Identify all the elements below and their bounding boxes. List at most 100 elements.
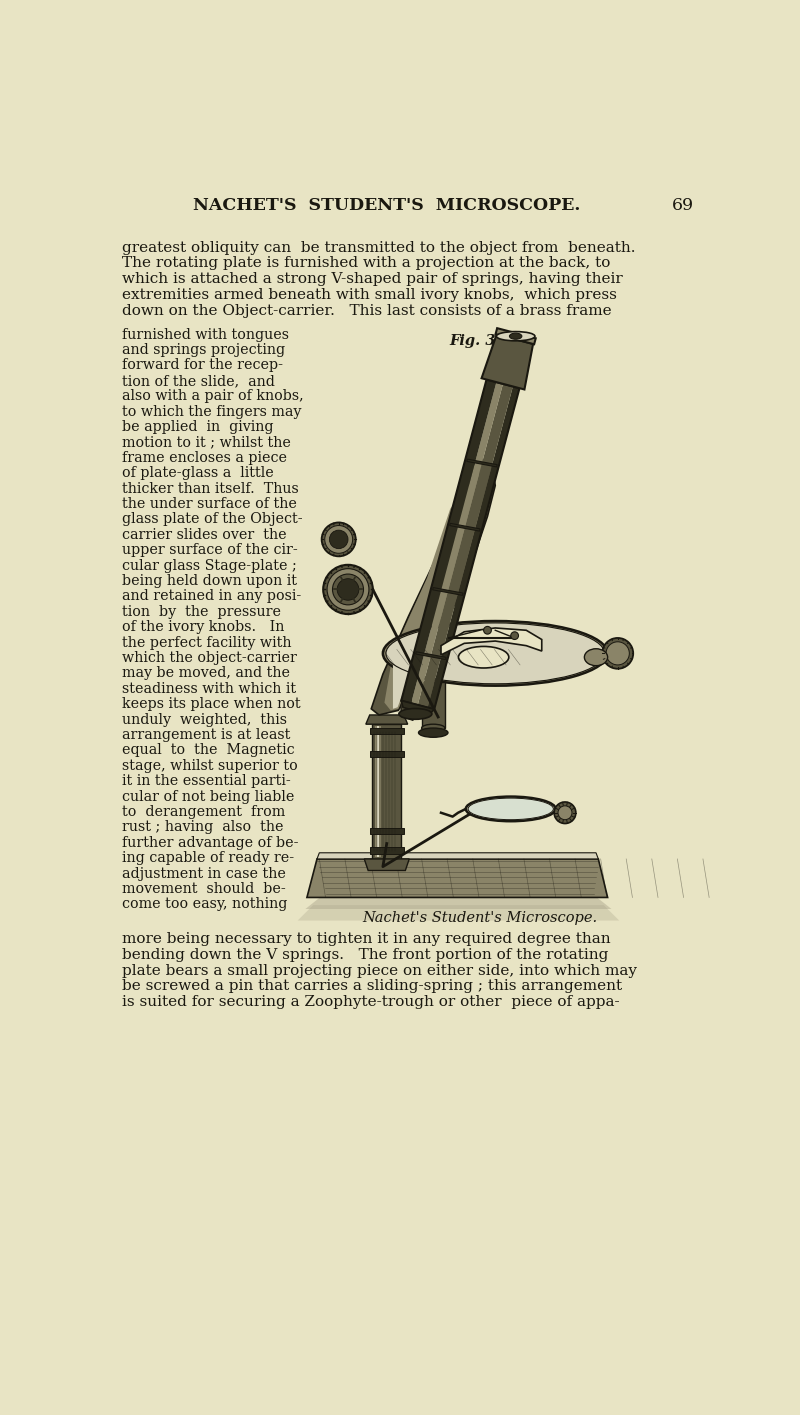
Text: NACHET'S  STUDENT'S  MICROSCOPE.: NACHET'S STUDENT'S MICROSCOPE. [193,197,581,214]
Polygon shape [416,652,446,659]
Text: arrangement is at least: arrangement is at least [122,729,290,741]
Polygon shape [398,647,413,720]
Ellipse shape [418,729,448,737]
Ellipse shape [422,724,445,732]
Text: the perfect facility with: the perfect facility with [122,635,291,649]
Text: unduly  weighted,  this: unduly weighted, this [122,713,286,727]
Bar [608,648,618,658]
Text: greatest obliquity can  be transmitted to the object from  beneath.: greatest obliquity can be transmitted to… [122,241,635,255]
Text: Fig. 37.: Fig. 37. [449,334,510,348]
Polygon shape [418,383,513,708]
Text: cular of not being liable: cular of not being liable [122,790,294,804]
Text: equal  to  the  Magnetic: equal to the Magnetic [122,743,294,757]
Polygon shape [411,382,503,705]
Text: be screwed a pin that carries a sliding-spring ; this arrangement: be screwed a pin that carries a sliding-… [122,979,622,993]
Text: 69: 69 [672,197,694,214]
Text: ing capable of ready re-: ing capable of ready re- [122,852,294,865]
Bar [370,751,404,757]
Ellipse shape [383,621,608,686]
Text: plate bears a small projecting piece on either side, into which may: plate bears a small projecting piece on … [122,964,637,978]
Text: also with a pair of knobs,: also with a pair of knobs, [122,389,303,403]
Polygon shape [466,458,498,467]
Text: tion  by  the  pressure: tion by the pressure [122,604,281,618]
Text: being held down upon it: being held down upon it [122,574,297,589]
Polygon shape [317,853,598,859]
Circle shape [325,525,353,553]
Text: of the ivory knobs.   In: of the ivory knobs. In [122,620,284,634]
Text: motion to it ; whilst the: motion to it ; whilst the [122,436,290,450]
Text: and retained in any posi-: and retained in any posi- [122,590,301,603]
Bar [370,828,404,835]
Text: movement  should  be-: movement should be- [122,882,286,896]
Text: come too easy, nothing: come too easy, nothing [122,897,287,911]
Text: carrier slides over  the: carrier slides over the [122,528,286,542]
Text: is suited for securing a Zoophyte-trough or other  piece of appa-: is suited for securing a Zoophyte-trough… [122,995,619,1009]
Polygon shape [298,906,619,921]
Text: cular glass Stage-plate ;: cular glass Stage-plate ; [122,559,297,573]
Ellipse shape [584,648,608,665]
Bar [372,724,402,859]
Ellipse shape [458,647,509,668]
Text: glass plate of the Object-: glass plate of the Object- [122,512,302,526]
Bar [370,848,404,853]
Text: and springs projecting: and springs projecting [122,342,285,357]
Polygon shape [428,386,519,709]
Text: bending down the V springs.   The front portion of the rotating: bending down the V springs. The front po… [122,948,608,962]
Circle shape [558,805,572,819]
Text: steadiness with which it: steadiness with which it [122,682,296,696]
Text: further advantage of be-: further advantage of be- [122,836,298,850]
Polygon shape [402,379,497,703]
Text: which is attached a strong V-shaped pair of springs, having their: which is attached a strong V-shaped pair… [122,272,622,286]
Circle shape [322,522,356,556]
Polygon shape [306,894,611,908]
Bar [422,682,445,729]
Circle shape [330,531,348,549]
Polygon shape [385,474,486,710]
Polygon shape [366,715,408,724]
Text: extremities armed beneath with small ivory knobs,  which press: extremities armed beneath with small ivo… [122,289,617,301]
Text: furnished with tongues: furnished with tongues [122,328,289,341]
Ellipse shape [510,333,522,340]
Text: may be moved, and the: may be moved, and the [122,666,290,681]
Polygon shape [482,334,533,389]
Ellipse shape [496,331,535,341]
Polygon shape [433,587,463,596]
Text: it in the essential parti-: it in the essential parti- [122,774,290,788]
Circle shape [606,642,630,665]
Polygon shape [307,859,608,897]
Text: to which the fingers may: to which the fingers may [122,405,301,419]
Polygon shape [393,652,418,709]
Ellipse shape [386,623,605,683]
Text: tion of the slide,  and: tion of the slide, and [122,374,274,388]
Circle shape [602,638,634,669]
Circle shape [327,569,369,610]
Text: forward for the recep-: forward for the recep- [122,358,282,372]
Polygon shape [495,328,536,344]
Text: stage, whilst superior to: stage, whilst superior to [122,758,298,773]
Polygon shape [402,700,434,715]
Bar [370,729,404,734]
Circle shape [337,579,359,600]
Ellipse shape [466,797,556,821]
Text: of plate-glass a  little: of plate-glass a little [122,467,274,480]
Text: The rotating plate is furnished with a projection at the back, to: The rotating plate is furnished with a p… [122,256,610,270]
Text: be applied  in  giving: be applied in giving [122,420,273,434]
Ellipse shape [399,709,432,719]
Text: frame encloses a piece: frame encloses a piece [122,451,286,466]
Text: which the object-carrier: which the object-carrier [122,651,297,665]
Text: down on the Object-carrier.   This last consists of a brass frame: down on the Object-carrier. This last co… [122,304,611,318]
Text: thicker than itself.  Thus: thicker than itself. Thus [122,481,298,495]
Text: Nachet's Student's Microscope.: Nachet's Student's Microscope. [362,910,598,924]
Circle shape [333,574,363,604]
Polygon shape [441,628,542,655]
Circle shape [510,633,518,640]
Polygon shape [364,859,410,870]
Text: to  derangement  from: to derangement from [122,805,285,819]
Text: rust ; having  also  the: rust ; having also the [122,821,283,835]
Circle shape [484,627,491,634]
Text: adjustment in case the: adjustment in case the [122,866,286,880]
Polygon shape [371,458,495,715]
Circle shape [323,565,373,614]
Ellipse shape [468,798,554,819]
Polygon shape [450,524,480,531]
